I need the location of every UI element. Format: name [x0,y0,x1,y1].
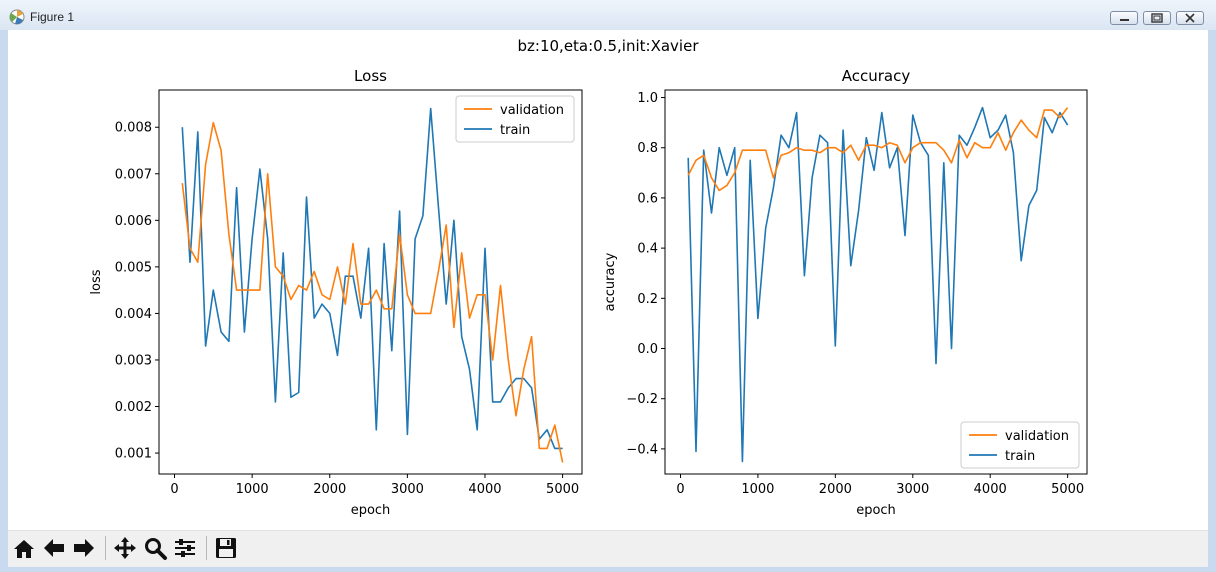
series-line-validation [687,107,1069,192]
y-tick-label: 0.2 [637,292,658,307]
restore-button[interactable] [1143,11,1171,25]
x-tick-label: 5000 [1051,482,1084,497]
window-title: Figure 1 [30,10,75,24]
y-tick-label: 0.003 [115,353,152,368]
x-tick-label: 3000 [391,482,424,497]
y-tick-label: −0.4 [626,442,658,457]
accuracy-axes: Accuracy 0 1000 2000 3000 4000 5000 −0.4 −0.2 0.0… [603,67,1088,518]
legend-box [455,95,575,143]
y-tick-label: −0.2 [626,392,658,407]
toolbar-separator [105,536,106,560]
minimize-button[interactable] [1110,11,1138,25]
arrow-right-icon [74,539,94,557]
chart-title: Loss [354,67,387,85]
toolbar-separator [206,536,207,560]
legend-label: train [1005,449,1035,464]
y-axis-label: accuracy [603,252,618,311]
configure-subplots-button[interactable] [171,534,199,562]
forward-button[interactable] [70,534,98,562]
y-tick-label: 0.007 [115,167,152,182]
arrow-left-icon [44,539,64,557]
restore-icon [1151,13,1163,23]
minimize-icon [1120,19,1129,21]
y-axis-label: loss [89,269,104,294]
legend: validation train [960,421,1080,469]
sliders-icon [175,539,195,557]
series-line-train [687,106,1069,463]
y-tick-label: 0.001 [115,447,152,462]
legend-label: validation [500,103,564,118]
y-tick-label: 0.004 [115,307,152,322]
y-tick-label: 0.002 [115,400,152,415]
series-line-train [181,107,563,450]
zoom-button[interactable] [141,534,169,562]
window-titlebar: Figure 1 [0,0,1216,30]
y-tick-label: 0.8 [637,141,658,156]
back-button[interactable] [40,534,68,562]
legend-label: train [500,123,530,138]
y-tick-label: 0.006 [115,214,152,229]
pan-button[interactable] [111,534,139,562]
series-line-validation [181,121,564,463]
figure-suptitle: bz:10,eta:0.5,init:Xavier [518,37,700,55]
legend-box [960,421,1080,469]
magnifier-icon [145,538,167,560]
x-tick-label: 1000 [741,482,774,497]
legend-label: validation [1005,429,1069,444]
legend: validation train [455,95,575,143]
x-tick-label: 2000 [313,482,346,497]
y-tick-label: 1.0 [637,91,658,106]
close-button[interactable] [1176,11,1204,25]
x-tick-label: 5000 [546,482,579,497]
move-icon [114,537,136,559]
close-icon [1185,13,1195,23]
y-tick-label: 0.6 [637,191,658,206]
x-tick-label: 4000 [974,482,1007,497]
x-axis-label: epoch [351,503,391,518]
axes-frame [158,89,583,475]
y-tick-label: 0.008 [115,121,152,136]
x-axis-label: epoch [856,503,896,518]
figure-canvas[interactable]: bz:10,eta:0.5,init:Xavier Loss 0 1000 2000 3… [8,30,1208,530]
x-tick-label: 1000 [236,482,269,497]
home-icon [14,540,34,558]
y-tick-label: 0.005 [115,260,152,275]
app-icon [9,9,25,25]
navigation-toolbar [8,530,1208,567]
save-button[interactable] [212,534,240,562]
floppy-disk-icon [216,538,236,558]
chart-title: Accuracy [842,67,911,85]
y-tick-label: 0.0 [637,342,658,357]
x-tick-label: 4000 [468,482,501,497]
x-tick-label: 3000 [896,482,929,497]
axes-frame [664,89,1088,475]
x-tick-label: 0 [170,482,178,497]
x-tick-label: 0 [676,482,684,497]
x-tick-label: 2000 [819,482,852,497]
figure-svg: bz:10,eta:0.5,init:Xavier Loss 0 1000 2000 3… [89,37,1088,518]
loss-axes: Loss 0 1000 2000 3000 4000 5000 0.001 0.002 0.003… [89,67,583,518]
y-tick-label: 0.4 [637,242,658,257]
home-button[interactable] [10,534,38,562]
